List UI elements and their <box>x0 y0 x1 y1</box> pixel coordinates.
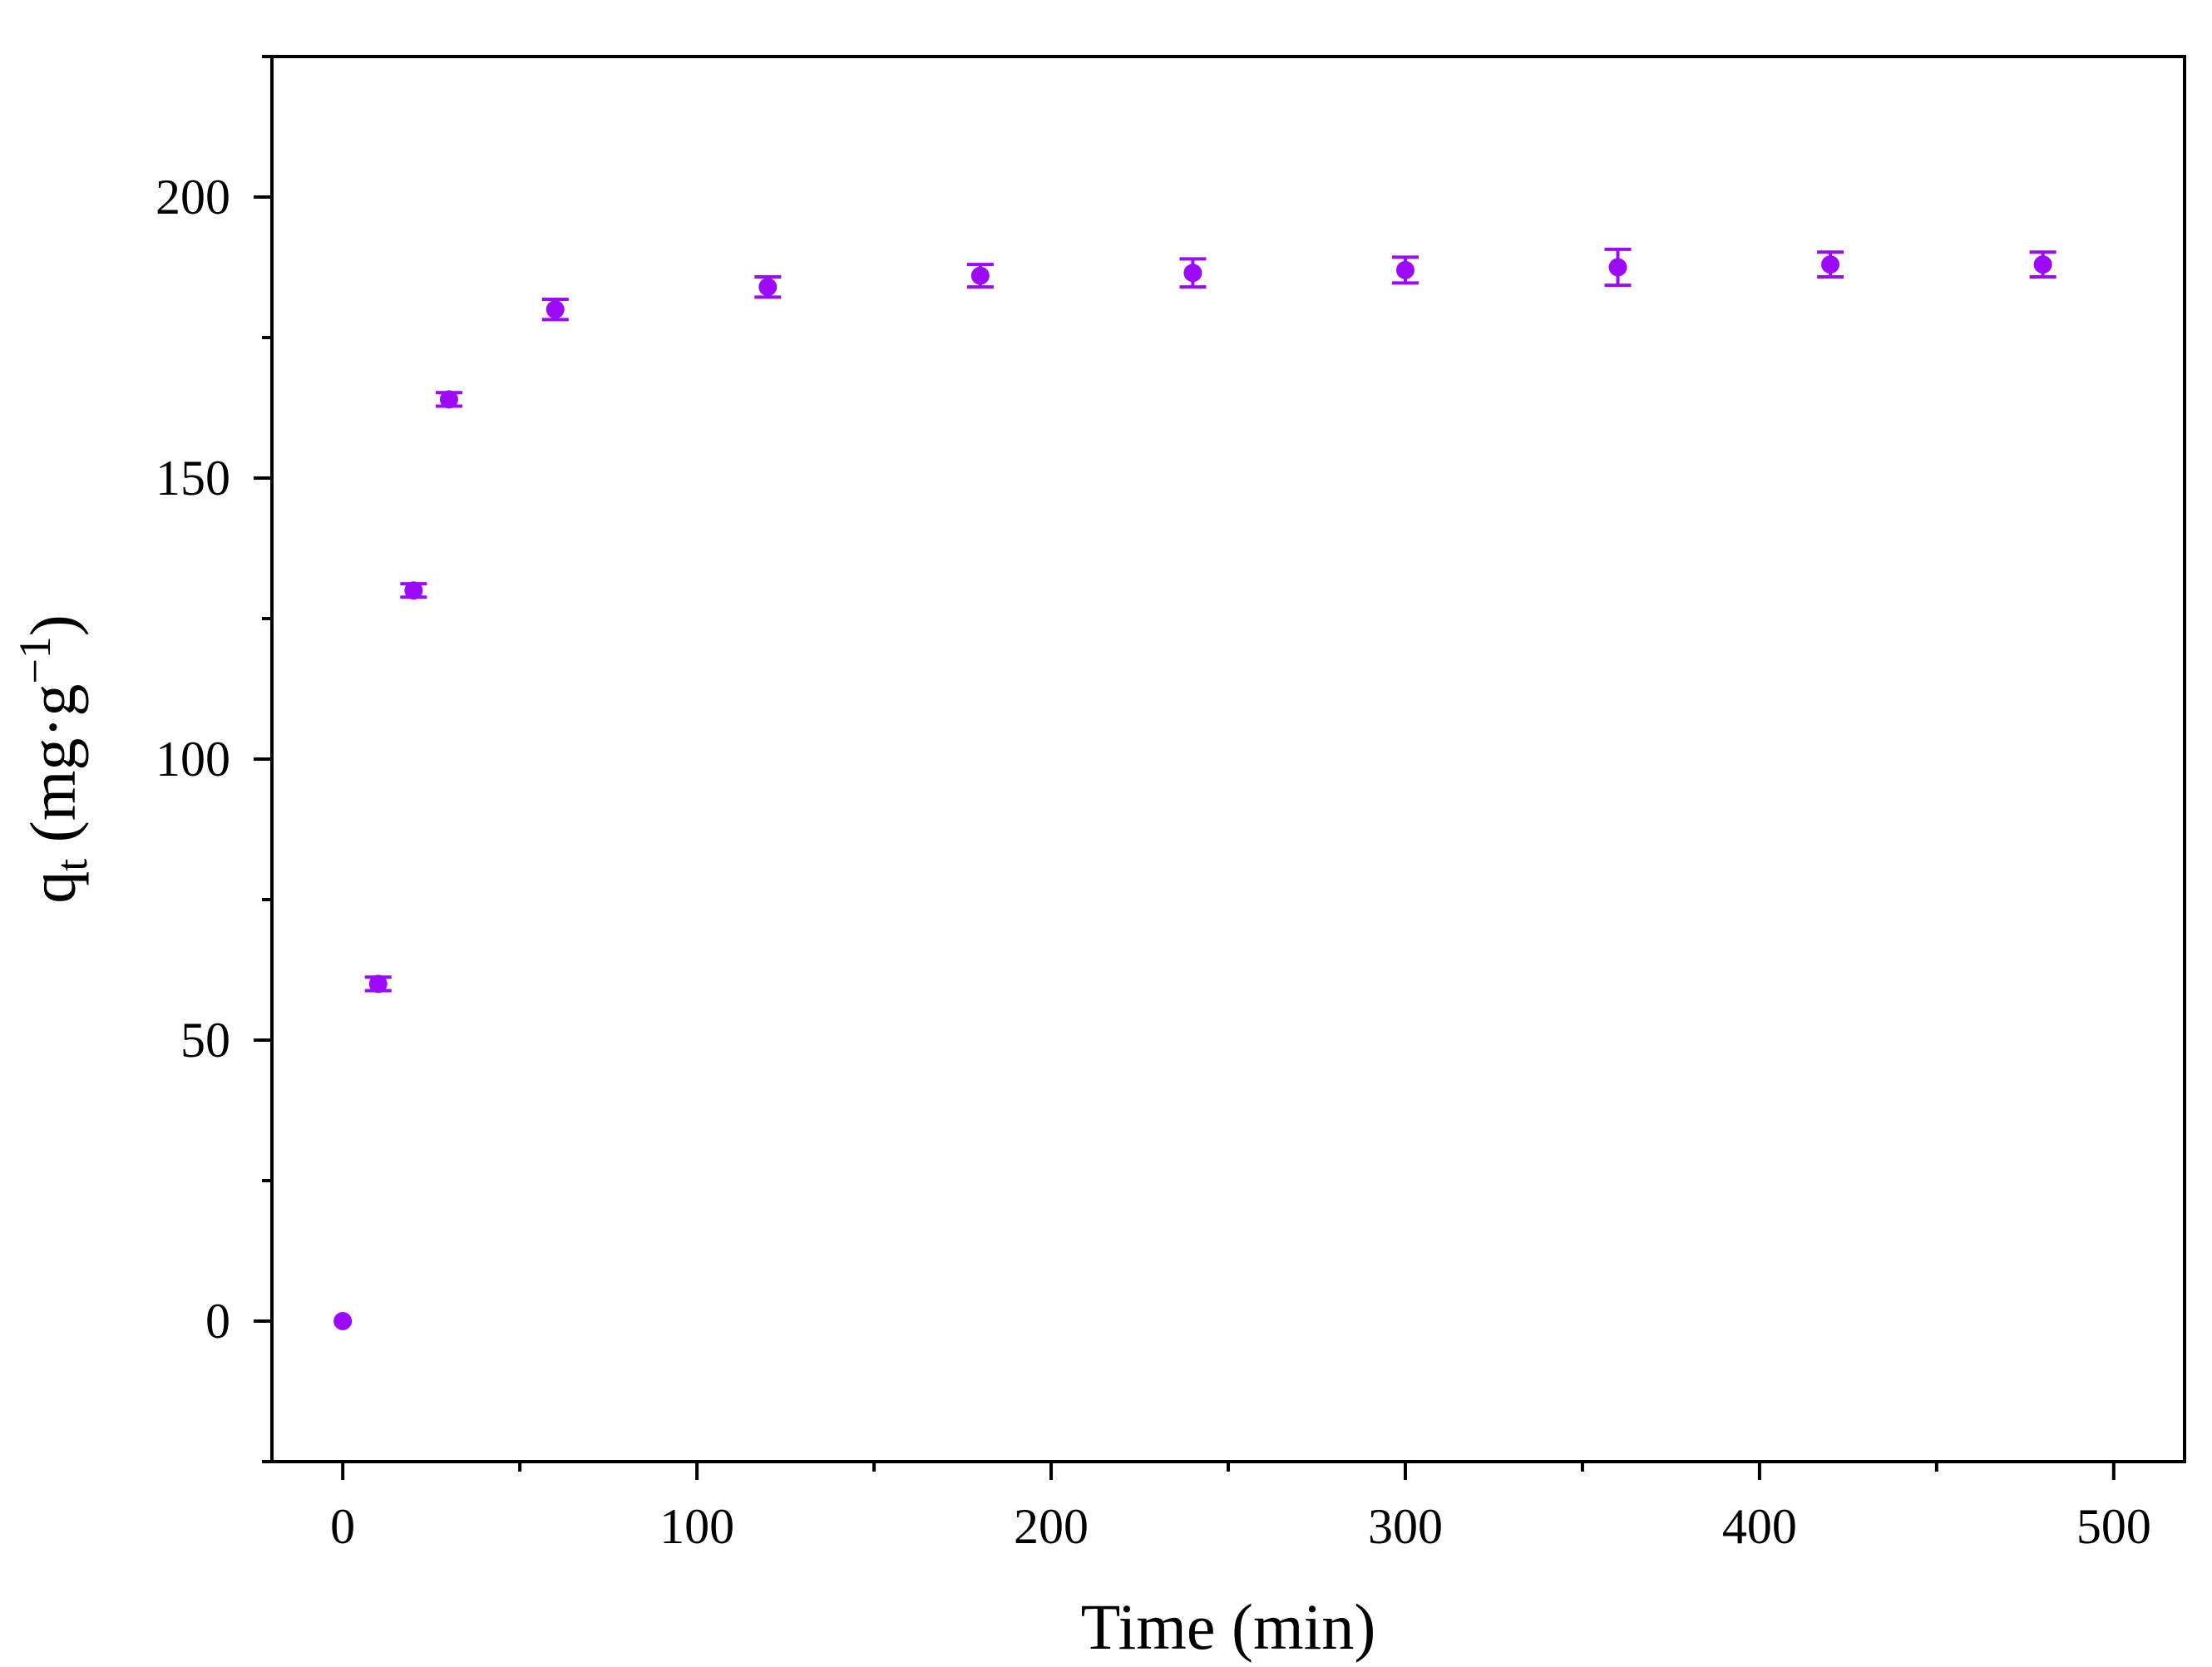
y-tick-label: 50 <box>180 1013 230 1068</box>
x-tick-label: 200 <box>1014 1499 1089 1554</box>
data-point <box>1608 258 1627 277</box>
data-point <box>404 581 423 600</box>
data-point <box>2033 255 2052 274</box>
plot-frame <box>270 55 2186 1463</box>
data-point <box>439 390 458 409</box>
data-point <box>1395 260 1415 279</box>
y-tick-label: 0 <box>205 1294 230 1349</box>
y-axis-title: qt (mg·g−1) <box>10 614 96 904</box>
data-point <box>546 300 565 319</box>
data-points <box>333 247 2056 1330</box>
data-point <box>1183 264 1202 283</box>
data-point <box>1821 255 1840 274</box>
axis-ticks <box>254 55 2116 1480</box>
y-tick-label: 200 <box>156 170 230 224</box>
x-tick-label: 400 <box>1722 1499 1797 1554</box>
data-point <box>970 266 990 285</box>
data-point <box>333 1312 353 1330</box>
y-tick-label: 100 <box>156 732 230 787</box>
data-point <box>758 278 778 297</box>
y-tick-label: 150 <box>156 451 230 506</box>
x-axis-title: Time (min) <box>1081 1591 1376 1663</box>
tick-labels: 0 100 200 300 400 500 0 50 100 150 200 <box>156 170 2151 1554</box>
x-tick-label: 0 <box>330 1499 355 1554</box>
x-tick-label: 100 <box>659 1499 734 1554</box>
x-tick-label: 500 <box>2076 1499 2151 1554</box>
x-tick-label: 300 <box>1368 1499 1443 1554</box>
data-point <box>368 974 388 994</box>
